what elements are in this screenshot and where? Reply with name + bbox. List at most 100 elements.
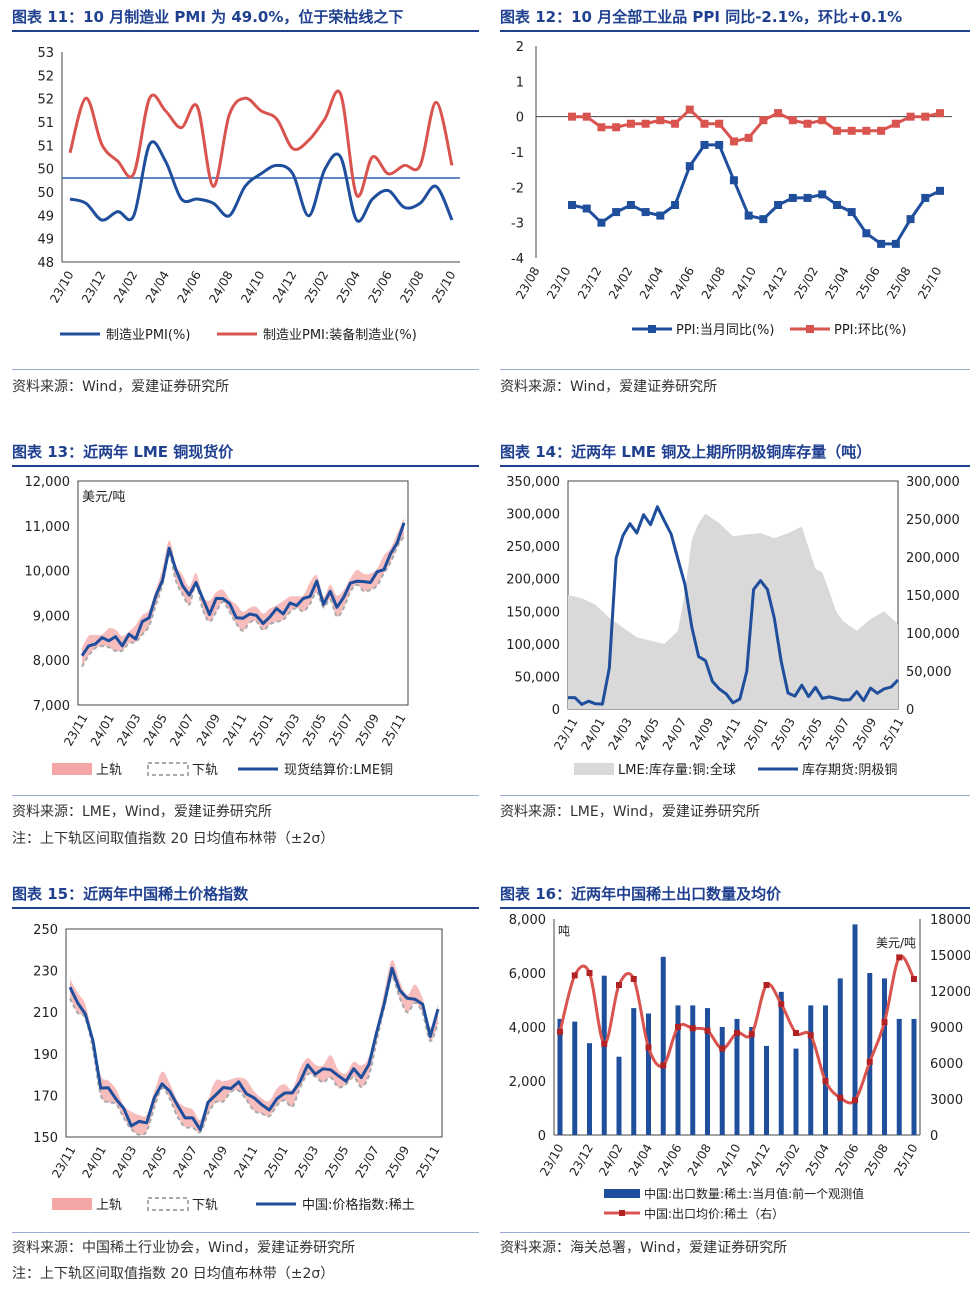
data-point-marker: [597, 123, 606, 132]
x-tick-label: 24/01: [578, 716, 607, 753]
x-tick-label: 25/01: [741, 716, 770, 753]
y-tick-label: 49: [37, 233, 54, 248]
x-tick-label: 24/12: [744, 1142, 773, 1179]
legend-label-0: 制造业PMI(%): [106, 328, 190, 343]
x-tick-label: 24/09: [687, 716, 716, 753]
bar: [587, 1043, 592, 1135]
title-rule: [500, 465, 970, 467]
x-tick-label: 23/10: [537, 1142, 566, 1179]
legend-marker-1: [806, 325, 814, 333]
data-point-marker: [734, 1030, 740, 1036]
legend-swatch-upper: [52, 763, 92, 775]
x-tick-label: 24/03: [114, 712, 143, 749]
bar: [778, 991, 784, 1135]
legend-swatch-lower: [147, 762, 189, 776]
x-tick-label: 25/07: [353, 1144, 382, 1181]
x-tick-label: 24/07: [167, 712, 196, 749]
x-tick-label: 23/11: [49, 1144, 78, 1181]
data-point-marker: [671, 119, 680, 128]
x-tick-label: 25/05: [796, 716, 825, 753]
y-tick-label: 49: [37, 209, 54, 224]
plot-frame: [65, 928, 443, 1138]
legend-label-upper: 上轨: [96, 1198, 122, 1213]
y-tick-label: 12,000: [25, 475, 71, 490]
x-tick-label: 25/11: [877, 716, 906, 753]
data-point-marker: [803, 119, 812, 128]
data-point-marker: [671, 201, 680, 209]
x-tick-label: 24/12: [270, 269, 299, 306]
x-tick-label: 25/06: [366, 269, 395, 306]
y-right-tick-label: 3000: [930, 1093, 963, 1108]
x-tick-label: 25/10: [891, 1142, 920, 1179]
data-point-marker: [911, 976, 917, 982]
x-tick-label: 25/06: [832, 1142, 861, 1179]
x-tick-label: 23/11: [551, 716, 580, 753]
legend-label-main: 中国:价格指数:稀土: [302, 1197, 415, 1213]
x-tick-label: 24/03: [110, 1144, 139, 1181]
y-left-tick-label: 350,000: [506, 475, 560, 490]
legend-swatch-0: [604, 1189, 640, 1198]
data-point-marker: [862, 229, 871, 238]
data-point-marker: [571, 972, 578, 979]
x-tick-label: 24/07: [660, 716, 689, 753]
data-point-marker: [689, 1025, 696, 1032]
x-tick-label: 25/10: [429, 269, 458, 306]
shfe-inventory-line: [568, 505, 900, 706]
x-tick-label: 24/04: [626, 1142, 655, 1179]
y-tick-label: 170: [33, 1089, 58, 1104]
data-point-marker: [891, 239, 900, 248]
data-point-marker: [700, 119, 709, 128]
x-tick-label: 24/11: [220, 712, 249, 749]
legend-label-lower: 下轨: [192, 1198, 218, 1213]
x-tick-label: 25/07: [326, 712, 355, 749]
legend-label-0: 中国:出口数量:稀土:当月值:前一个观测值: [644, 1186, 864, 1201]
y-right-tick-label: 200,000: [906, 551, 960, 566]
y-tick-label: 10,000: [25, 565, 71, 580]
footer-rule: [500, 369, 970, 370]
y-left-tick-label: 100,000: [506, 638, 560, 653]
x-tick-label: 24/01: [80, 1144, 109, 1181]
plot-frame: [77, 480, 409, 706]
y-tick-label: 50: [37, 163, 54, 178]
x-tick-label: 24/05: [141, 712, 170, 749]
title-rule: [500, 30, 970, 32]
x-tick-label: 24/08: [699, 265, 728, 302]
title-rule: [12, 465, 479, 467]
x-tick-label: 24/09: [201, 1144, 230, 1181]
data-point-marker: [906, 215, 915, 224]
data-point-marker: [837, 1094, 844, 1101]
x-tick-label: 24/06: [175, 269, 204, 306]
data-point-marker: [568, 112, 576, 121]
data-point-marker: [630, 976, 637, 982]
legend-swatch-upper: [52, 1198, 92, 1210]
x-tick-label: 25/04: [803, 1142, 832, 1179]
data-point-marker: [612, 208, 621, 217]
chart-title: 图表 13：近两年 LME 铜现货价: [12, 443, 234, 461]
bar: [572, 1021, 578, 1135]
data-point-marker: [626, 119, 635, 128]
footer-rule: [12, 795, 479, 796]
data-point-marker: [936, 186, 944, 195]
legend-label-upper: 上轨: [96, 763, 122, 778]
data-point-marker: [626, 201, 635, 209]
source-note: 资料来源：Wind，爱建证券研究所: [500, 379, 718, 395]
bar: [690, 1005, 696, 1135]
y-tick-label: 1: [516, 75, 524, 90]
y-right-tick-label: 0: [906, 703, 914, 718]
y-tick-label: 210: [33, 1006, 58, 1021]
legend-label-1: 中国:出口均价:稀土（右）: [644, 1206, 784, 1221]
data-point-marker: [597, 218, 606, 227]
y-tick-label: 8,000: [33, 654, 70, 669]
series-line-main: [80, 522, 406, 657]
legend-label-0: PPI:当月同比(%): [676, 323, 774, 338]
x-tick-label: 23/12: [575, 265, 604, 302]
data-point-marker: [704, 1027, 711, 1034]
y-left-tick-label: 300,000: [506, 508, 560, 523]
data-point-marker: [862, 126, 871, 135]
legend-swatch-lower: [147, 1197, 189, 1211]
bar: [675, 1005, 681, 1135]
x-tick-label: 25/07: [823, 716, 852, 753]
title-rule: [12, 907, 479, 909]
y-right-tick-label: 0: [930, 1129, 938, 1144]
